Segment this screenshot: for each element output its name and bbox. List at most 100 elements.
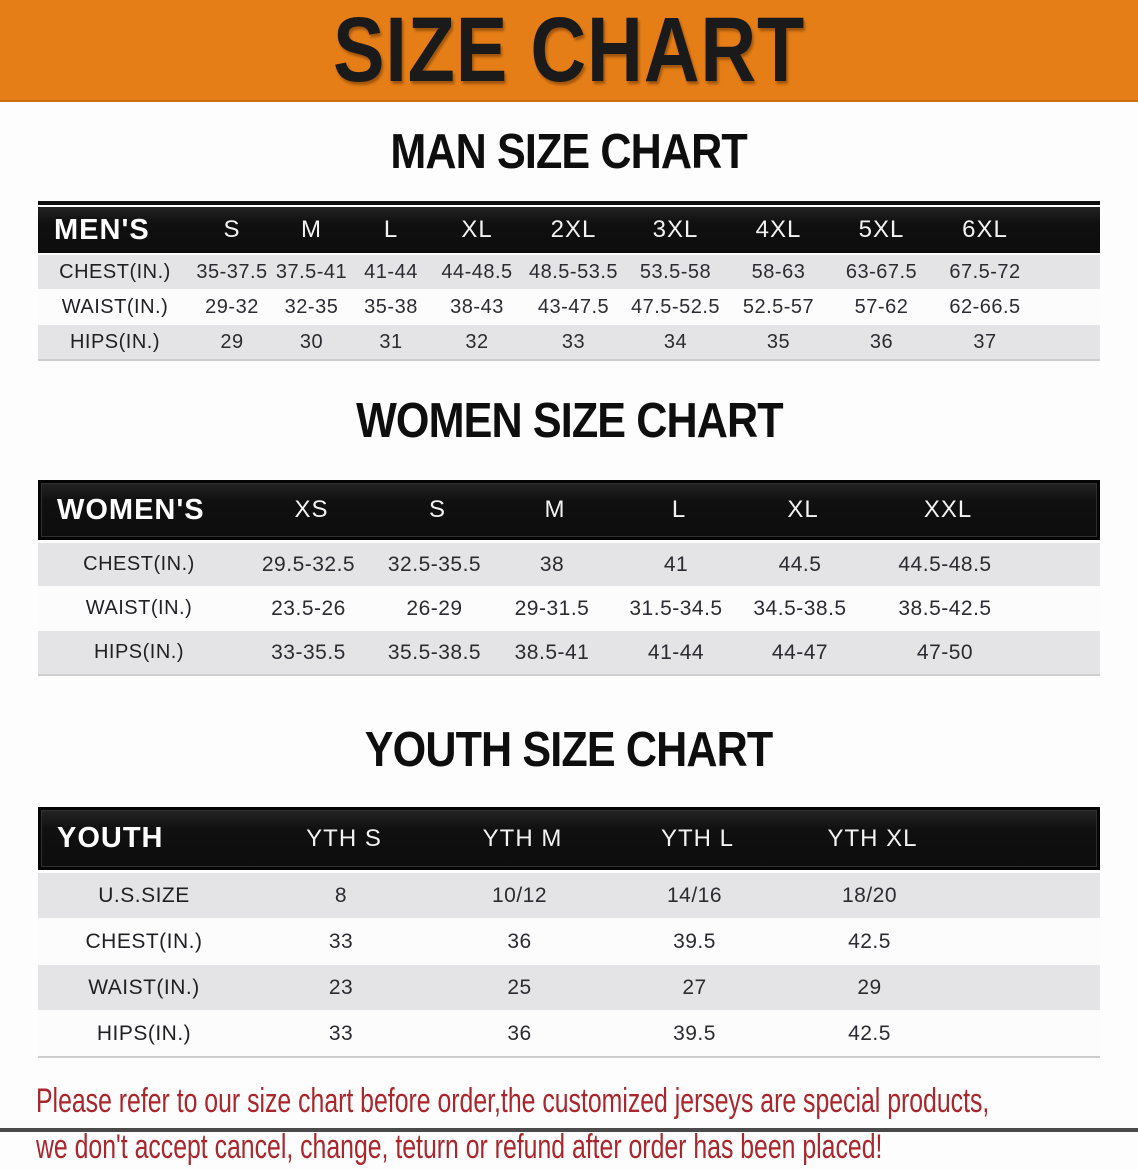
table-row: HIPS(IN.) 33-35.5 35.5-38.5 38.5-41 41-44 44-…: [38, 630, 1100, 676]
row-label: HIPS(IN.): [93, 641, 185, 663]
size-value-cell: 36: [507, 929, 532, 953]
size-value-cell: 35: [766, 330, 791, 353]
row-label: WAIST(IN.): [85, 597, 193, 619]
row-label: CHEST(IN.): [85, 929, 203, 953]
column-header: 4XL: [755, 216, 802, 243]
row-label: HIPS(IN.): [69, 330, 161, 353]
table-row: HIPS(IN.) 29 30 31 32 33 34 35 36 37: [38, 324, 1100, 361]
men-section: MAN SIZE CHART MEN'S S M L XL 2XL 3XL 4XL 5XL 6XL…: [0, 128, 1138, 361]
size-value-cell: 32-35: [284, 295, 339, 318]
row-label: CHEST(IN.): [59, 260, 171, 283]
size-value-cell: 32: [465, 330, 489, 353]
size-value-cell: 37: [973, 330, 997, 353]
size-value-cell: 26-29: [406, 596, 463, 620]
table-row: WAIST(IN.) 29-32 32-35 35-38 38-43 43-47.5 47.…: [38, 289, 1100, 324]
size-value-cell: 44.5: [778, 552, 822, 576]
size-value-cell: 35-37.5: [196, 260, 268, 283]
disclaimer-line-1: Please refer to our size chart before or…: [36, 1082, 990, 1120]
column-header: YTH L: [660, 824, 734, 852]
size-value-cell: 38: [539, 552, 565, 576]
table-header-label: MEN'S: [54, 213, 150, 246]
size-value-cell: 47-50: [916, 640, 974, 664]
size-value-cell: 41: [663, 552, 689, 576]
column-header: 5XL: [858, 216, 905, 243]
size-value-cell: 41-44: [647, 640, 705, 664]
size-value-cell: 52.5-57: [742, 295, 815, 318]
size-value-cell: 29: [220, 330, 244, 353]
size-value-cell: 44-48.5: [441, 260, 513, 283]
size-value-cell: 27: [682, 975, 707, 999]
size-value-cell: 18/20: [841, 883, 898, 907]
table-row: CHEST(IN.) 35-37.5 37.5-41 41-44 44-48.5 48.5…: [38, 255, 1100, 289]
disclaimer: Please refer to our size chart before or…: [36, 1078, 1138, 1170]
table-row: WAIST(IN.) 23 25 27 29: [38, 964, 1100, 1010]
size-value-cell: 34: [663, 330, 688, 353]
size-value-cell: 38-43: [450, 295, 504, 318]
column-header: M: [544, 496, 566, 523]
size-value-cell: 67.5-72: [949, 260, 1021, 283]
column-header: L: [671, 496, 687, 523]
column-header: S: [223, 216, 241, 243]
column-header: XXL: [923, 496, 973, 523]
size-chart-banner: SIZE CHART: [0, 0, 1138, 102]
size-value-cell: 58-63: [751, 260, 806, 283]
table-header-row: MEN'S S M L XL 2XL 3XL 4XL 5XL 6XL: [38, 207, 1100, 253]
column-header: YTH M: [482, 824, 563, 852]
youth-size-table: YOUTH YTH S YTH M YTH L YTH XL U.S.SIZE 8 10/12…: [38, 807, 1100, 1058]
column-header: 6XL: [962, 216, 1008, 243]
women-section-heading: WOMEN SIZE CHART: [0, 397, 1138, 454]
row-label: WAIST(IN.): [61, 295, 169, 318]
column-header: S: [428, 496, 446, 523]
size-value-cell: 44.5-48.5: [898, 552, 992, 576]
men-section-heading: MAN SIZE CHART: [0, 128, 1138, 185]
size-value-cell: 48.5-53.5: [528, 260, 618, 283]
table-header-row: YOUTH YTH S YTH M YTH L YTH XL: [38, 807, 1100, 870]
size-value-cell: 32.5-35.5: [387, 552, 482, 576]
size-value-cell: 31.5-34.5: [629, 596, 723, 620]
column-header: XL: [787, 496, 819, 523]
size-value-cell: 44-47: [771, 640, 829, 664]
size-value-cell: 38.5-42.5: [898, 596, 992, 620]
youth-section-heading: YOUTH SIZE CHART: [0, 726, 1138, 783]
table-header-label: WOMEN'S: [57, 493, 205, 526]
men-section-heading-text: MAN SIZE CHART: [390, 125, 748, 179]
column-header: L: [383, 216, 399, 243]
column-header: YTH XL: [827, 824, 918, 852]
size-value-cell: 33: [561, 330, 586, 353]
size-value-cell: 43-47.5: [537, 295, 610, 318]
image-bottom-edge: [0, 1128, 1138, 1132]
size-value-cell: 63-67.5: [845, 260, 918, 283]
page-title: SIZE CHART: [332, 0, 806, 101]
size-value-cell: 10/12: [491, 883, 548, 907]
row-label: HIPS(IN.): [96, 1021, 192, 1045]
size-value-cell: 38.5-41: [514, 640, 590, 664]
size-value-cell: 42.5: [848, 929, 891, 953]
size-value-cell: 29.5-32.5: [261, 552, 356, 576]
size-value-cell: 34.5-38.5: [753, 596, 847, 620]
column-header: YTH S: [306, 824, 382, 852]
size-value-cell: 29: [857, 975, 882, 999]
row-label: CHEST(IN.): [83, 553, 195, 575]
youth-section: YOUTH SIZE CHART YOUTH YTH S YTH M YTH L YTH…: [0, 726, 1138, 1058]
size-value-cell: 36: [507, 1021, 532, 1045]
size-value-cell: 29-31.5: [514, 596, 590, 620]
table-header-row: WOMEN'S XS S M L XL XXL: [38, 480, 1100, 540]
size-value-cell: 62-66.5: [949, 295, 1021, 318]
size-value-cell: 33: [328, 929, 354, 953]
size-value-cell: 35-38: [364, 295, 418, 318]
size-value-cell: 14/16: [666, 883, 723, 907]
women-section: WOMEN SIZE CHART WOMEN'S XS S M L XL XXL CHEST(…: [0, 397, 1138, 676]
column-header: 3XL: [652, 216, 699, 243]
table-row: U.S.SIZE 8 10/12 14/16 18/20: [38, 873, 1100, 918]
table-header-label: YOUTH: [57, 822, 164, 854]
youth-section-heading-text: YOUTH SIZE CHART: [365, 723, 773, 777]
table-row: HIPS(IN.) 33 36 39.5 42.5: [38, 1010, 1100, 1058]
table-row: WAIST(IN.) 23.5-26 26-29 29-31.5 31.5-34.5 34…: [38, 586, 1100, 630]
table-row: CHEST(IN.) 33 36 39.5 42.5: [38, 918, 1100, 964]
size-value-cell: 42.5: [848, 1021, 891, 1045]
size-value-cell: 30: [299, 330, 324, 353]
column-header: XL: [461, 216, 493, 243]
men-size-table: MEN'S S M L XL 2XL 3XL 4XL 5XL 6XL CHEST(IN.) 35-37…: [38, 201, 1100, 361]
size-value-cell: 36: [869, 330, 894, 353]
